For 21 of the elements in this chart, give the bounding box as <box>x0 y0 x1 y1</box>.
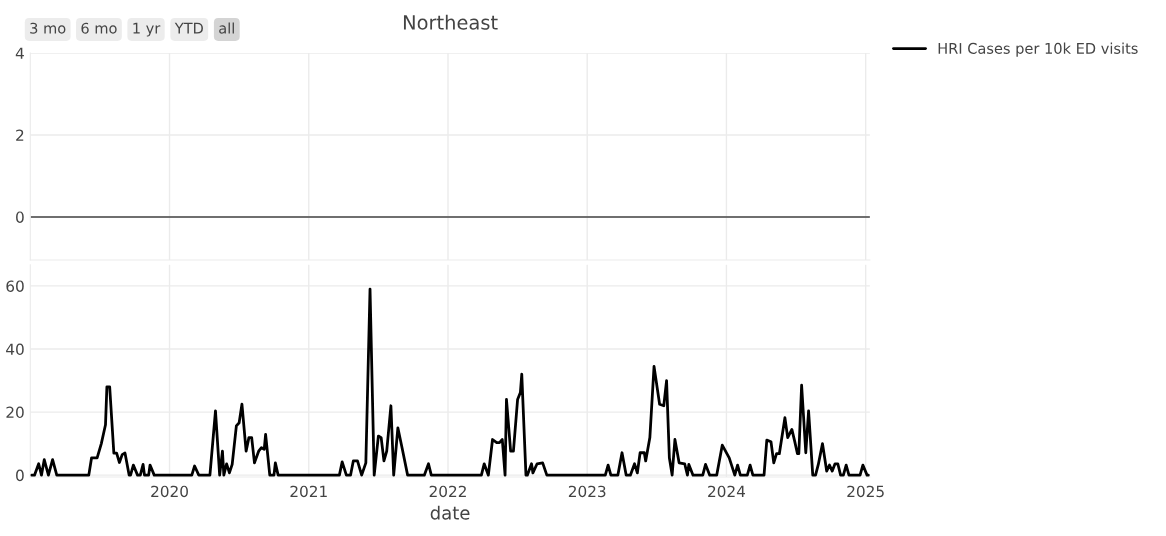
text: 3 mo <box>30 22 66 34</box>
chart-title: Northeast <box>403 14 498 30</box>
x-tick-label: 2024 <box>708 485 746 498</box>
y-tick-label: 40 <box>6 343 24 356</box>
x-axis-title: date <box>430 505 470 520</box>
y-tick-label: 0 <box>16 211 24 223</box>
x-tick-label: 2021 <box>290 485 327 498</box>
y-tick-label: 60 <box>6 280 24 292</box>
y-tick-label: 20 <box>6 406 24 419</box>
legend-label: HRI Cases per 10k ED visits <box>938 42 1138 57</box>
x-tick-label: 2020 <box>151 485 188 498</box>
text: YTD <box>174 22 203 34</box>
text: 1 yr <box>133 22 161 37</box>
y-tick-label: 0 <box>16 469 24 482</box>
text: all <box>219 22 234 34</box>
y-tick-label: 2 <box>16 129 24 141</box>
x-tick-label: 2022 <box>429 485 466 498</box>
x-tick-label: 2023 <box>568 485 606 498</box>
y-tick-label: 4 <box>15 47 24 59</box>
x-tick-label: 2025 <box>847 485 884 498</box>
text: 6 mo <box>81 22 117 34</box>
